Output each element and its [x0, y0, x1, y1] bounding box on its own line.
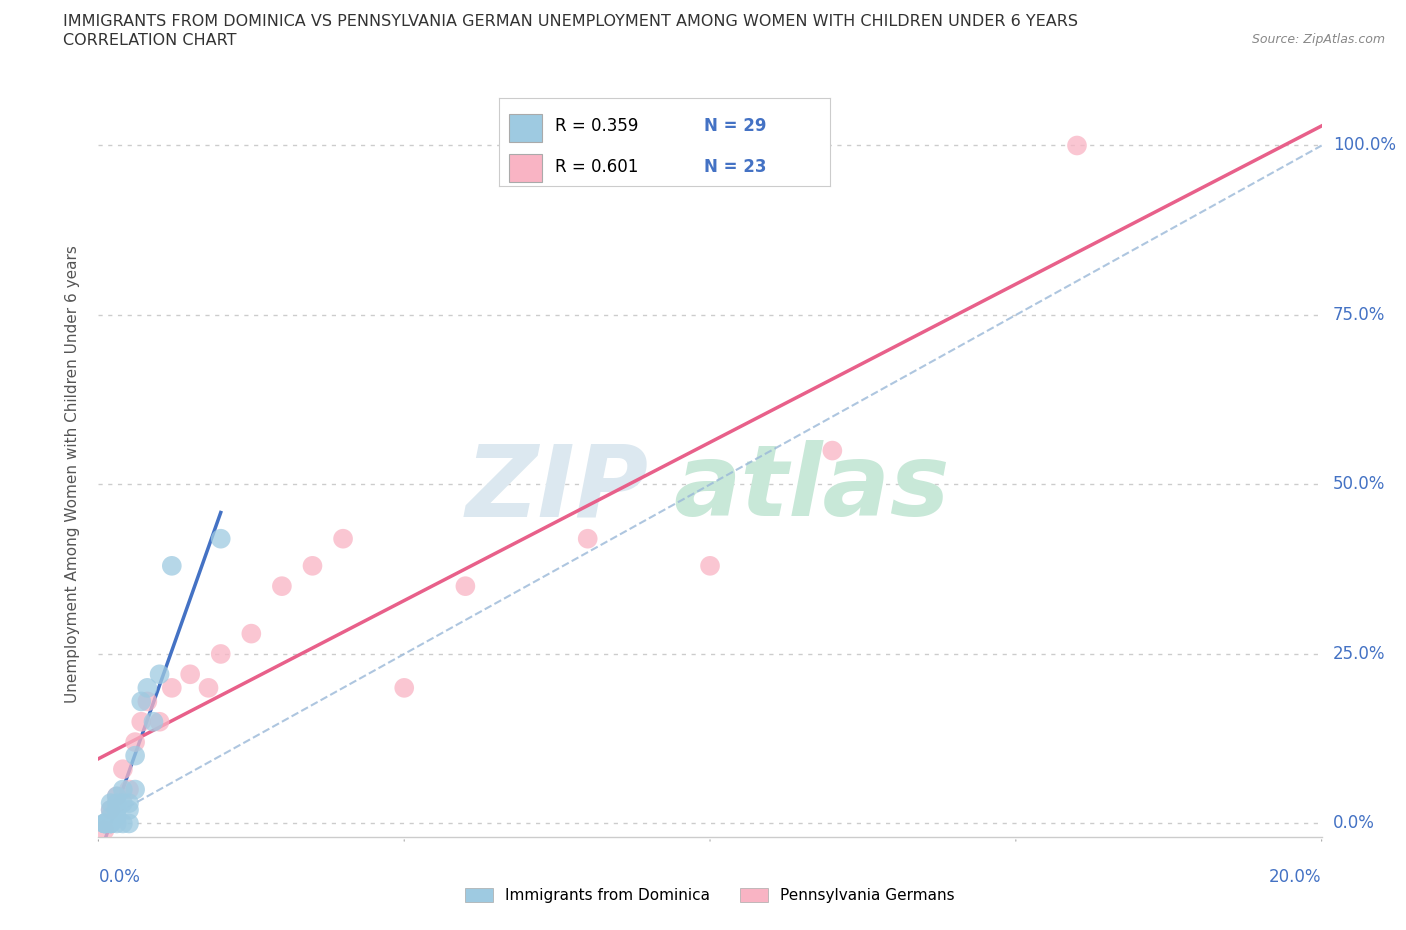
Point — [93, 816, 115, 830]
Point — [392, 681, 416, 696]
Point — [160, 681, 183, 696]
Point — [124, 782, 146, 797]
Text: 0.0%: 0.0% — [98, 868, 141, 885]
Point — [118, 816, 141, 830]
Point — [111, 762, 134, 777]
Point — [105, 816, 128, 830]
Point — [111, 782, 134, 797]
Point — [142, 714, 165, 729]
Text: IMMIGRANTS FROM DOMINICA VS PENNSYLVANIA GERMAN UNEMPLOYMENT AMONG WOMEN WITH CH: IMMIGRANTS FROM DOMINICA VS PENNSYLVANIA… — [63, 14, 1078, 29]
Point — [209, 646, 232, 661]
Text: CORRELATION CHART: CORRELATION CHART — [63, 33, 236, 47]
Point — [576, 531, 599, 546]
Point — [149, 667, 172, 682]
Point — [332, 531, 354, 546]
Text: 50.0%: 50.0% — [1333, 475, 1385, 494]
Point — [129, 694, 152, 709]
Point — [100, 809, 122, 824]
Point — [100, 816, 122, 830]
Text: ZIP: ZIP — [465, 440, 648, 538]
Point — [100, 796, 122, 811]
Text: R = 0.359: R = 0.359 — [555, 117, 638, 135]
Point — [100, 816, 122, 830]
Point — [240, 626, 263, 641]
Point — [111, 816, 134, 830]
Point — [136, 694, 159, 709]
Point — [270, 578, 292, 593]
Text: 20.0%: 20.0% — [1270, 868, 1322, 885]
Point — [301, 558, 323, 573]
Point — [149, 714, 172, 729]
Point — [209, 531, 232, 546]
Point — [136, 681, 159, 696]
Point — [197, 681, 219, 696]
Text: N = 23: N = 23 — [704, 157, 766, 176]
Text: Source: ZipAtlas.com: Source: ZipAtlas.com — [1251, 33, 1385, 46]
Point — [93, 816, 115, 830]
Point — [105, 789, 128, 804]
Text: 75.0%: 75.0% — [1333, 306, 1385, 324]
Text: 0.0%: 0.0% — [1333, 815, 1375, 832]
Legend: Immigrants from Dominica, Pennsylvania Germans: Immigrants from Dominica, Pennsylvania G… — [460, 883, 960, 910]
Point — [93, 823, 115, 838]
Point — [124, 735, 146, 750]
Point — [100, 803, 122, 817]
Text: N = 29: N = 29 — [704, 117, 766, 135]
Point — [100, 803, 122, 817]
Point — [105, 809, 128, 824]
Point — [93, 816, 115, 830]
Point — [111, 796, 134, 811]
Point — [105, 796, 128, 811]
Point — [118, 782, 141, 797]
Point — [118, 796, 141, 811]
Point — [105, 803, 128, 817]
Point — [179, 667, 201, 682]
Point — [1066, 138, 1088, 153]
FancyBboxPatch shape — [509, 154, 543, 182]
Text: R = 0.601: R = 0.601 — [555, 157, 638, 176]
Point — [93, 816, 115, 830]
Point — [118, 803, 141, 817]
Point — [100, 816, 122, 830]
Text: 100.0%: 100.0% — [1333, 137, 1396, 154]
Y-axis label: Unemployment Among Women with Children Under 6 years: Unemployment Among Women with Children U… — [65, 246, 80, 703]
Point — [160, 558, 183, 573]
FancyBboxPatch shape — [509, 113, 543, 141]
Text: atlas: atlas — [673, 440, 950, 538]
Point — [124, 749, 146, 764]
Point — [821, 443, 844, 458]
Text: 25.0%: 25.0% — [1333, 645, 1385, 663]
Point — [129, 714, 152, 729]
Point — [105, 789, 128, 804]
Point — [454, 578, 477, 593]
Point — [699, 558, 721, 573]
